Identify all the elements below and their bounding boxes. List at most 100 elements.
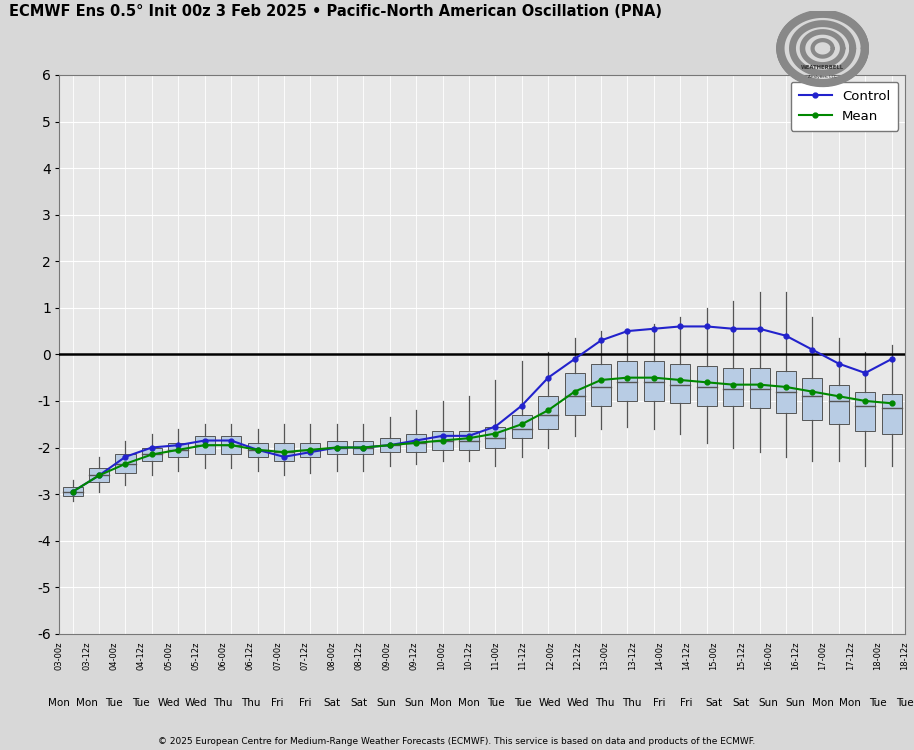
Mean [887,399,898,408]
Mean [463,433,474,442]
Bar [62,487,82,496]
Bar [115,454,135,473]
Control [67,488,78,496]
Mean [67,488,78,496]
Text: Sun: Sun [377,698,397,707]
Mean [120,459,131,468]
Mean [701,378,712,387]
Mean [173,446,184,454]
Text: Wed: Wed [567,698,589,707]
Text: 16-00z: 16-00z [764,641,773,670]
Line: Control: Control [70,324,894,494]
Mean [93,471,104,480]
Text: Tue: Tue [896,698,914,707]
Mean [410,438,421,447]
Control [516,401,527,410]
Text: 17-12z: 17-12z [845,641,855,670]
Text: Tue: Tue [133,698,150,707]
Text: 08-00z: 08-00z [327,641,336,670]
Text: Fri: Fri [654,698,665,707]
Mean [807,387,818,396]
Text: 10-00z: 10-00z [437,641,446,670]
Bar [696,366,717,406]
Text: 05-00z: 05-00z [164,641,173,670]
Text: 11-00z: 11-00z [491,641,500,670]
Bar [459,431,479,450]
Control [675,322,686,331]
Bar [565,373,585,415]
Bar [538,396,558,429]
Text: 15-12z: 15-12z [737,641,746,670]
Text: 04-12z: 04-12z [137,641,145,670]
Control [860,368,871,377]
Text: Fri: Fri [271,698,284,707]
Bar [379,438,399,452]
Text: 17-00z: 17-00z [819,641,827,670]
Control [887,355,898,364]
Control [384,441,395,450]
Bar [670,364,690,404]
Text: 09-12z: 09-12z [409,641,419,670]
Control [279,452,290,461]
Mean [754,380,765,389]
Bar [485,427,505,448]
Mean [146,450,157,459]
Text: Sun: Sun [786,698,806,707]
Text: 13-12z: 13-12z [628,641,637,670]
Control [834,359,845,368]
Control [120,452,131,461]
Bar [248,442,268,457]
Text: 05-12z: 05-12z [191,641,200,670]
Text: 18-12z: 18-12z [900,641,909,670]
Text: 11-12z: 11-12z [518,641,527,670]
Text: 06-00z: 06-00z [218,641,228,670]
Bar [882,394,902,433]
Bar [432,431,452,450]
Control [648,324,659,333]
Bar [353,440,373,454]
Bar [327,440,347,454]
Text: Wed: Wed [185,698,207,707]
Text: 09-00z: 09-00z [382,641,391,670]
Text: Thu: Thu [595,698,614,707]
Text: 08-12z: 08-12z [355,641,364,670]
Text: 15-00z: 15-00z [709,641,718,670]
Bar [406,433,426,452]
Bar [168,442,188,457]
Text: Tue: Tue [487,698,505,707]
Text: Sat: Sat [706,698,722,707]
Control [332,443,343,452]
Mean [516,420,527,429]
Line: Mean: Mean [70,375,894,494]
Bar [301,442,321,457]
Text: Tue: Tue [869,698,887,707]
Mean [622,374,632,382]
Text: 10-12z: 10-12z [464,641,473,670]
Text: Sun: Sun [404,698,424,707]
Text: Wed: Wed [157,698,180,707]
Text: WEATHERBELL: WEATHERBELL [801,64,845,70]
Control [701,322,712,331]
Text: Thu: Thu [240,698,260,707]
Text: Sat: Sat [733,698,749,707]
Mean [596,376,607,385]
Mean [252,446,263,454]
Text: Thu: Thu [622,698,642,707]
Mean [648,374,659,382]
Text: Thu: Thu [213,698,233,707]
Mean [332,443,343,452]
Control [622,326,632,335]
Mean [279,448,290,457]
Text: Tue: Tue [515,698,532,707]
Bar [274,442,294,461]
Text: Mon: Mon [430,698,452,707]
Text: Fri: Fri [299,698,311,707]
Text: 07-12z: 07-12z [301,641,309,670]
Mean [834,392,845,400]
Control [410,436,421,445]
Text: 06-12z: 06-12z [246,641,255,670]
Text: 12-00z: 12-00z [546,641,555,670]
Control [437,431,448,440]
Control [754,324,765,333]
Text: Mon: Mon [458,698,480,707]
